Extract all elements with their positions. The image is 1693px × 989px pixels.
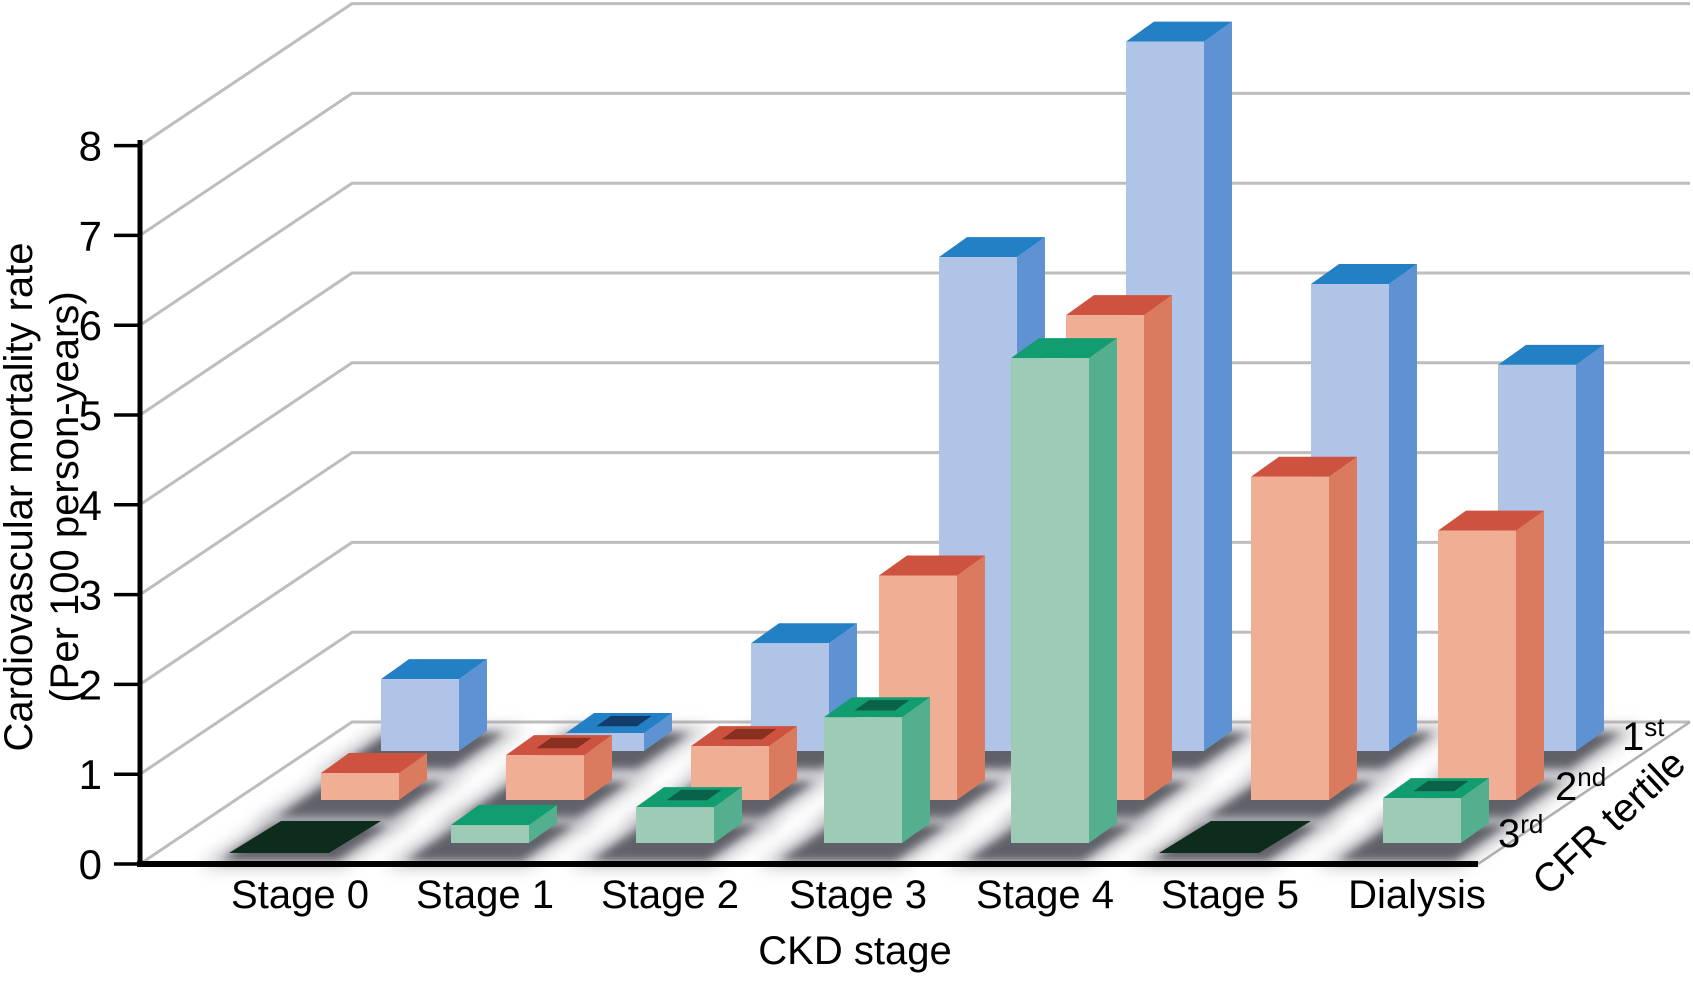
bar-dialysis-3rd-open-top [1413,780,1469,792]
tertile-label-sup: nd [1577,762,1606,792]
gridline [139,181,1690,327]
tertile-label-1st: 1st [1622,712,1665,759]
gridline [139,540,1690,686]
category-label-stage-2: Stage 2 [601,873,739,917]
bar-stage-2-2nd-open-top [721,728,777,740]
floor-right-edge [1477,720,1691,866]
bar-stage-3-3rd-open-top [854,700,910,711]
y-tick-label: 8 [79,123,102,170]
bar-stage-5-2nd-side [1329,456,1357,800]
category-label-stage-3: Stage 3 [789,873,927,917]
bar-stage-2-2nd-side [769,726,797,800]
gridline [139,91,1690,237]
bar-stage-3-3rd-front [824,717,902,843]
y-tick-label: 0 [79,841,102,888]
bar-stage-4-1st-top [1126,21,1232,42]
y-tick-label: 3 [79,572,102,619]
gridline [139,361,1690,507]
tertile-label-3rd: 3rd [1498,809,1543,856]
gridline [139,451,1690,596]
bar-stage-2-3rd-front [636,807,714,843]
y-tick-label: 2 [79,661,102,708]
gridline [139,271,1690,417]
bar-dialysis-1st-top [1498,344,1604,365]
bar-stage-1-3rd-top [451,805,557,826]
bar-stage-0-1st-side [459,659,487,751]
bar-stage-0-1st-front [381,679,459,751]
tertile-label-base: 2 [1555,765,1577,809]
bar-stage-1-1st-open-top [596,715,652,727]
bar-stage-1-3rd-front [451,825,529,843]
bar-dialysis-2nd-front [1438,530,1516,800]
bar-dialysis-3rd-side [1461,778,1489,843]
y-tick-label: 4 [79,482,102,529]
category-label-stage-0: Stage 0 [231,873,369,917]
bar-stage-0-1st-top [381,659,487,680]
y-axis-title-line1: Cardiovascular mortality rate [0,242,41,751]
bar-stage-0-2nd-front [321,773,399,800]
bar-stage-2-1st-top [751,623,857,644]
category-label-stage-5: Stage 5 [1161,873,1299,917]
bar-dialysis-2nd-side [1516,510,1544,800]
bar-stage-3-1st-top [939,237,1045,258]
x-axis-title: CKD stage [758,929,951,973]
bar-stage-5-1st-side [1389,264,1417,751]
tertile-label-base: 1 [1622,715,1644,759]
bar-stage-3-2nd-top [879,555,985,576]
bar-stage-5-2nd-front [1251,476,1329,800]
tertile-label-sup: st [1644,712,1665,742]
bar-stage-0-3rd [229,821,381,853]
y-axis-ticks [114,143,140,866]
bar-stage-1-1st-side [644,713,672,751]
bars [199,21,1643,867]
bar-stage-2-3rd-open-top [666,789,722,801]
bar-stage-1-2nd-open-top [536,737,592,749]
gridlines [139,2,1690,866]
category-label-stage-4: Stage 4 [976,873,1114,917]
y-tick-label: 1 [79,751,102,798]
bar-dialysis-3rd-front [1383,798,1461,843]
bar-stage-3-2nd-side [957,555,985,800]
y-axis-title-line2: (Per 100 person-years) [43,291,87,702]
y-tick-label: 6 [79,302,102,349]
bar-stage-1-2nd-front [506,755,584,800]
bar-stage-4-3rd-side [1089,338,1117,843]
bar-stage-1-3rd-side [529,805,557,843]
bar-stage-4-2nd-side [1144,295,1172,800]
bar-stage-4-3rd-front [1011,358,1089,843]
bar-stage-4-3rd-top [1011,338,1117,359]
bar-dialysis-1st-side [1576,344,1604,751]
bar-dialysis-2nd-top [1438,510,1544,531]
category-label-stage-1: Stage 1 [416,873,554,917]
bar-stage-5-3rd [1159,821,1311,853]
tertile-label-2nd: 2nd [1555,762,1606,809]
bar-stage-0-2nd-top [321,753,427,774]
gridline [139,720,1690,866]
bar-stage-1-2nd-side [584,735,612,800]
tertile-label-base: 3 [1498,812,1520,856]
bar-stage-2-3rd-side [714,787,742,843]
bar-stage-5-1st-top [1311,264,1417,285]
category-label-dialysis: Dialysis [1348,873,1486,917]
bar-stage-4-1st-side [1204,21,1232,751]
bar-stage-0-2nd-side [399,753,427,800]
y-tick-label: 5 [79,392,102,439]
bar-stage-3-3rd-side [902,697,930,843]
tertile-label-sup: rd [1520,809,1543,839]
gridline [139,2,1690,147]
y-tick-label: 7 [79,212,102,259]
bar-stage-4-2nd-top [1066,295,1172,316]
bar-stage-5-2nd-top [1251,456,1357,477]
gridline [139,630,1690,776]
row-3rd-tertile [199,338,1528,867]
